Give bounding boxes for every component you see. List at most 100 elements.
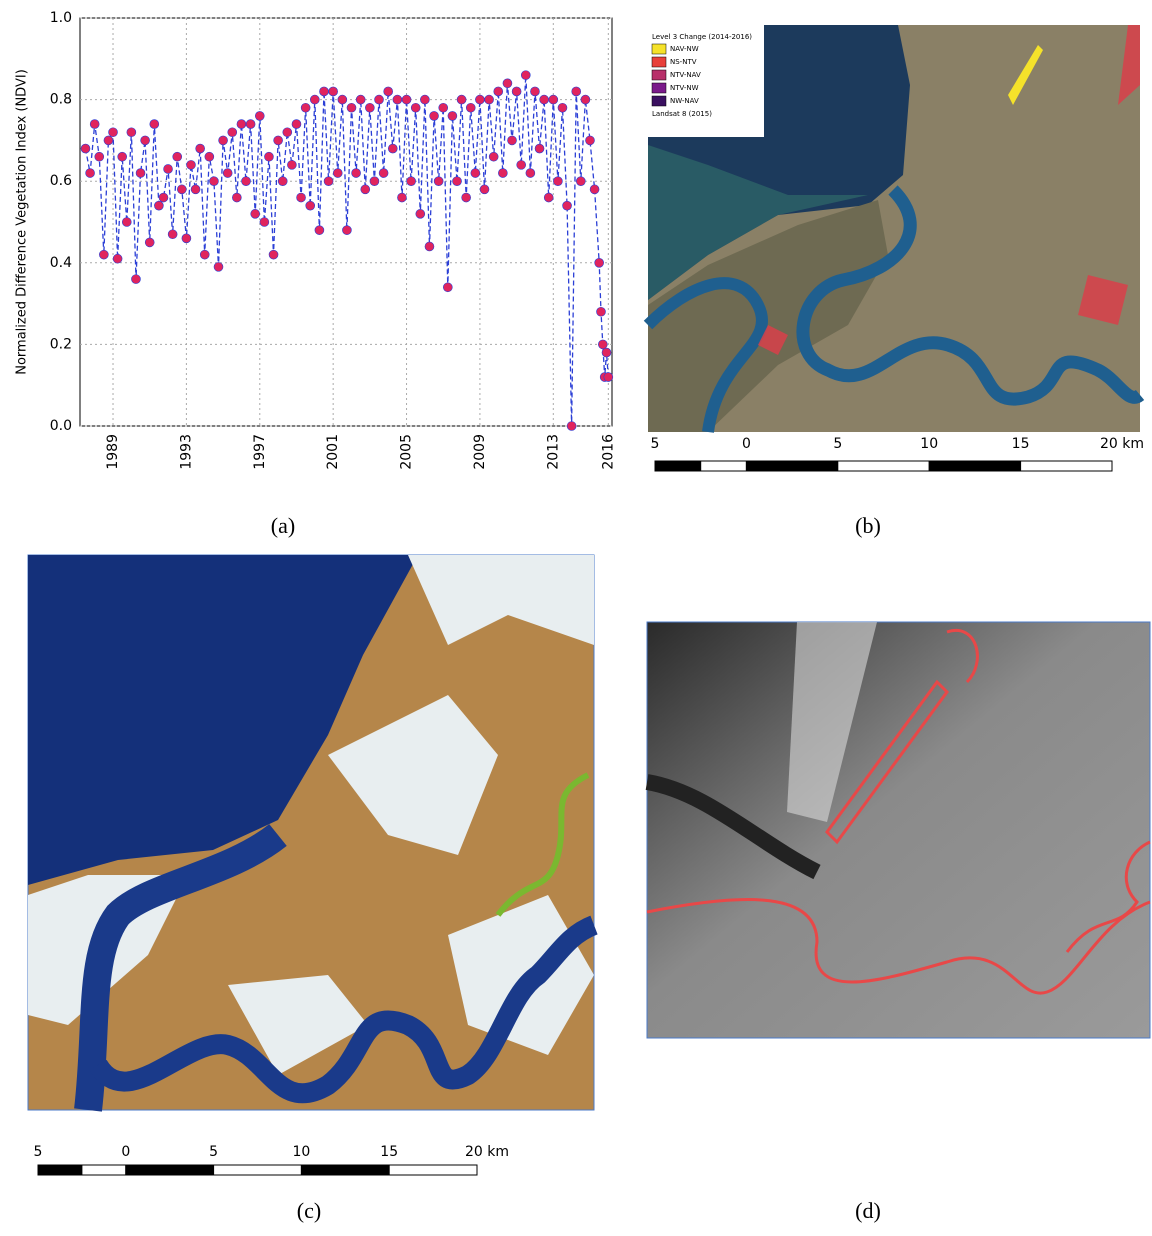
data-point: [237, 120, 246, 129]
data-point: [375, 95, 384, 104]
x-tick-label: 2009: [472, 434, 488, 470]
data-point: [228, 128, 237, 137]
data-point: [122, 218, 131, 227]
data-point: [136, 169, 145, 178]
data-point: [113, 254, 122, 263]
y-tick-label: 0.8: [50, 92, 72, 108]
scale-segment: [82, 1165, 126, 1175]
legend-label: NS-NTV: [670, 58, 697, 66]
data-point: [352, 169, 361, 178]
data-point: [292, 120, 301, 129]
scale-label: 20 km: [1100, 436, 1144, 452]
scale-label: 5: [209, 1144, 218, 1160]
data-point: [485, 95, 494, 104]
data-point: [595, 258, 604, 267]
data-point: [475, 95, 484, 104]
data-point: [86, 169, 95, 178]
data-point: [214, 262, 223, 271]
y-axis-label: Normalized Difference Vegetation Index (…: [15, 69, 30, 375]
scale-label: 15: [1012, 436, 1030, 452]
data-point: [269, 250, 278, 259]
data-point: [90, 120, 99, 129]
data-point: [177, 185, 186, 194]
scale-segment: [1021, 461, 1112, 471]
data-point: [434, 177, 443, 186]
legend-title: Level 3 Change (2014-2016): [652, 33, 752, 41]
data-point: [246, 120, 255, 129]
scale-label: 5: [34, 1144, 43, 1160]
data-point: [104, 136, 113, 145]
data-point: [338, 95, 347, 104]
data-point: [219, 136, 228, 145]
data-point: [370, 177, 379, 186]
data-point: [310, 95, 319, 104]
data-point: [365, 103, 374, 112]
y-tick-label: 0.2: [50, 336, 72, 352]
scale-segment: [929, 461, 1020, 471]
data-point: [535, 144, 544, 153]
legend-label: NAV-NW: [670, 45, 699, 53]
data-point: [301, 103, 310, 112]
legend-label: NTV-NAV: [670, 71, 701, 79]
data-point: [319, 87, 328, 96]
scale-segment: [746, 461, 837, 471]
data-point: [416, 209, 425, 218]
legend-label: NTV-NW: [670, 84, 699, 92]
caption: (c): [297, 1198, 321, 1223]
data-point: [315, 226, 324, 235]
data-point: [517, 160, 526, 169]
data-point: [544, 193, 553, 202]
data-point: [602, 348, 611, 357]
x-tick-label: 2001: [325, 434, 341, 470]
data-point: [393, 95, 402, 104]
data-point: [154, 201, 163, 210]
legend-swatch: [652, 96, 666, 106]
y-tick-label: 0.6: [50, 173, 72, 189]
data-point: [457, 95, 466, 104]
legend-box: [648, 25, 764, 137]
scale-segment: [389, 1165, 477, 1175]
data-point: [585, 136, 594, 145]
data-point: [168, 230, 177, 239]
y-tick-label: 0.0: [50, 418, 72, 434]
data-point: [581, 95, 590, 104]
legend-swatch: [652, 70, 666, 80]
caption: (a): [271, 513, 295, 538]
data-point: [466, 103, 475, 112]
data-point: [186, 160, 195, 169]
data-point: [131, 275, 140, 284]
scale-segment: [126, 1165, 214, 1175]
data-point: [558, 103, 567, 112]
data-point: [563, 201, 572, 210]
data-point: [576, 177, 585, 186]
data-point: [498, 169, 507, 178]
x-tick-label: 1989: [105, 434, 121, 470]
scale-segment: [655, 461, 701, 471]
scale-label: 10: [920, 436, 938, 452]
data-point: [200, 250, 209, 259]
scale-segment: [214, 1165, 302, 1175]
data-point: [191, 185, 200, 194]
data-point: [251, 209, 260, 218]
data-point: [118, 152, 127, 161]
data-point: [99, 250, 108, 259]
data-point: [205, 152, 214, 161]
data-point: [397, 193, 406, 202]
data-point: [553, 177, 562, 186]
y-tick-label: 0.4: [50, 255, 72, 271]
scale-label: 5: [833, 436, 842, 452]
scale-segment: [38, 1165, 82, 1175]
data-point: [223, 169, 232, 178]
data-point: [361, 185, 370, 194]
data-point: [264, 152, 273, 161]
data-point: [347, 103, 356, 112]
data-point: [196, 144, 205, 153]
data-point: [141, 136, 150, 145]
data-point: [443, 283, 452, 292]
data-point: [260, 218, 269, 227]
scale-label: 0: [742, 436, 751, 452]
data-point: [283, 128, 292, 137]
data-point: [379, 169, 388, 178]
